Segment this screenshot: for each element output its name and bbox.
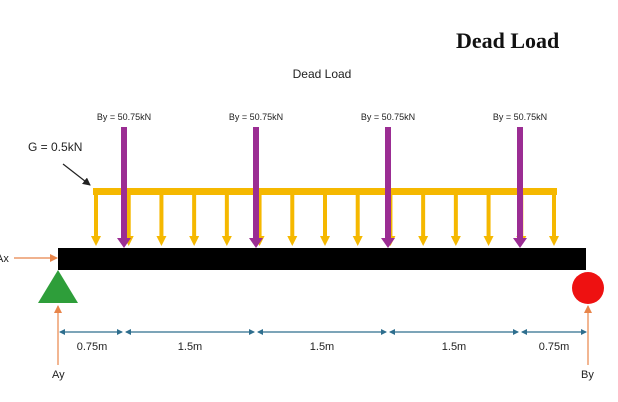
- udl-arrows: [91, 190, 559, 246]
- udl-arrow-head: [352, 236, 363, 246]
- span-label-5: 0.75m: [539, 341, 570, 353]
- page-heading: Dead Load: [456, 28, 560, 53]
- beam: [58, 248, 586, 270]
- point-load-4-head: [513, 238, 527, 248]
- udl-arrow-head: [156, 236, 167, 246]
- distributed-load-pointer: [62, 163, 91, 186]
- distributed-load-label: G = 0.5kN: [28, 140, 82, 154]
- point-load-2-label: By = 50.75kN: [229, 112, 283, 122]
- reaction-by-label: By: [581, 369, 594, 381]
- point-load-2-head: [249, 238, 263, 248]
- point-load-3-label: By = 50.75kN: [361, 112, 415, 122]
- span-label-3: 1.5m: [310, 341, 334, 353]
- distributed-load: [91, 188, 559, 246]
- point-loads: By = 50.75kN By = 50.75kN By = 50.75kN B…: [97, 112, 547, 248]
- diagram-title: Dead Load: [293, 67, 352, 81]
- span-label-1: 0.75m: [77, 341, 108, 353]
- udl-arrow-head: [287, 236, 298, 246]
- udl-arrow-head: [189, 236, 200, 246]
- roller-support: [572, 272, 604, 304]
- udl-arrow-head: [221, 236, 232, 246]
- udl-arrow-head: [549, 236, 559, 246]
- reaction-ay-label: Ay: [52, 369, 65, 381]
- point-load-3-head: [381, 238, 395, 248]
- span-dimensions: 0.75m 1.5m 1.5m 1.5m 0.75m: [59, 329, 587, 353]
- point-load-1-label: By = 50.75kN: [97, 112, 151, 122]
- span-label-2: 1.5m: [178, 341, 202, 353]
- reaction-ax-label: Ax: [0, 253, 9, 265]
- udl-arrow-head: [418, 236, 429, 246]
- span-label-4: 1.5m: [442, 341, 466, 353]
- udl-arrow-head: [320, 236, 330, 246]
- point-load-1-head: [117, 238, 131, 248]
- point-load-4-label: By = 50.75kN: [493, 112, 547, 122]
- udl-arrow-head: [91, 236, 101, 246]
- udl-arrow-head: [450, 236, 461, 246]
- udl-arrow-head: [483, 236, 494, 246]
- pin-support: [38, 270, 78, 303]
